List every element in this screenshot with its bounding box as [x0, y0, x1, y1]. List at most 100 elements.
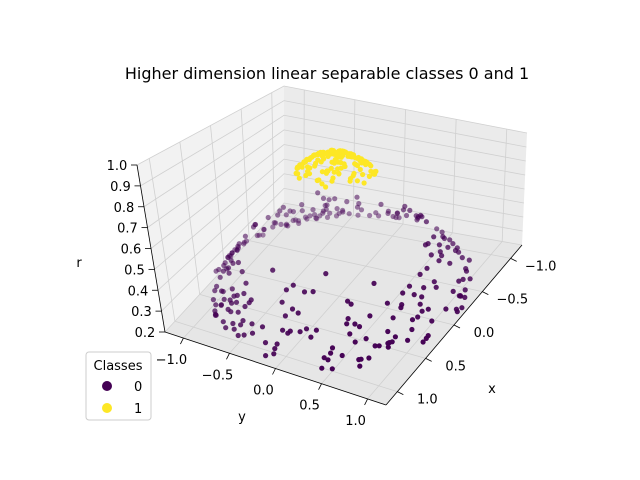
scatter-point-class-0 [328, 350, 334, 356]
scatter-point-class-0 [394, 210, 400, 216]
scatter-point-class-0 [431, 279, 437, 285]
scatter-point-class-0 [313, 327, 319, 333]
scatter-point-class-0 [231, 326, 237, 332]
scatter-point-class-0 [371, 280, 377, 286]
scatter-point-class-0 [352, 321, 358, 327]
z-tick-label: 0.6 [121, 243, 142, 258]
scatter-point-class-0 [307, 213, 313, 219]
scatter-point-class-1 [329, 149, 335, 155]
x-axis-label: x [488, 382, 496, 397]
scatter-point-class-0 [352, 339, 358, 345]
scatter-point-class-0 [459, 255, 465, 261]
scatter-point-class-0 [228, 253, 234, 259]
scatter-point-class-0 [423, 219, 429, 225]
scatter-point-class-0 [285, 223, 291, 229]
scatter-point-class-0 [287, 328, 293, 334]
scatter-point-class-0 [241, 290, 247, 297]
scatter-point-class-0 [332, 196, 338, 202]
scatter-point-class-0 [463, 268, 470, 274]
scatter-point-class-0 [456, 278, 462, 284]
scatter-point-class-0 [279, 299, 285, 305]
z-tick-label: 0.4 [128, 284, 149, 299]
scatter-point-class-0 [424, 265, 430, 271]
scatter-point-class-0 [454, 309, 460, 315]
y-tick-label: 0.0 [253, 384, 274, 399]
pane-back-wall [284, 86, 527, 245]
legend-label-class-0: 0 [134, 380, 142, 395]
scatter-point-class-0 [378, 201, 384, 207]
scatter-point-class-0 [297, 329, 303, 335]
scatter-point-class-0 [367, 212, 373, 219]
scatter-point-class-0 [293, 217, 299, 223]
scatter-point-class-0 [242, 303, 248, 310]
scatter-point-class-1 [338, 154, 344, 160]
scatter-point-class-0 [228, 309, 234, 315]
scatter-point-class-0 [235, 243, 241, 249]
grid-line-z [157, 173, 524, 291]
scatter-point-class-0 [439, 253, 445, 259]
scatter-point-class-1 [345, 153, 351, 159]
scatter-point-class-0 [299, 202, 305, 208]
scatter-point-class-1 [314, 151, 320, 157]
scatter-point-class-0 [324, 202, 330, 208]
scatter-point-class-0 [283, 222, 289, 228]
scatter-point-class-0 [256, 232, 262, 238]
scatter-point-class-1 [323, 170, 329, 176]
scatter-point-class-1 [331, 160, 337, 166]
scatter-point-class-0 [339, 352, 345, 359]
scatter-point-class-0 [372, 343, 378, 349]
scatter-point-class-0 [417, 271, 423, 277]
axes-grid [136, 85, 528, 400]
scatter-point-class-0 [271, 220, 277, 226]
scatter-point-class-0 [263, 353, 269, 359]
chart-title: Higher dimension linear separable classe… [125, 64, 529, 83]
scatter-point-class-0 [347, 331, 353, 337]
scatter-point-class-0 [310, 289, 316, 295]
scatter-point-class-0 [241, 239, 247, 245]
scatter-point-class-0 [241, 332, 247, 338]
scatter-point-class-0 [234, 247, 240, 253]
x-tick-label: −0.5 [497, 293, 529, 308]
scatter-point-class-0 [238, 322, 244, 328]
y-tick-mark [226, 353, 230, 360]
scatter-point-class-0 [344, 199, 350, 205]
scatter-point-class-0 [409, 326, 415, 333]
scatter-point-class-0 [329, 366, 335, 372]
scatter-point-class-0 [392, 334, 398, 340]
scatter-point-class-0 [283, 212, 289, 218]
scatter-point-class-0 [415, 314, 421, 320]
grid-line-z [140, 100, 527, 187]
scatter-point-class-0 [398, 305, 404, 311]
scatter-point-class-0 [301, 289, 308, 295]
scatter-point-class-0 [357, 363, 363, 369]
y-tick-mark [180, 337, 184, 345]
scatter-point-class-0 [385, 340, 391, 346]
scatter-point-class-0 [304, 216, 310, 222]
legend-box [85, 351, 152, 421]
scatter-point-class-0 [447, 237, 453, 243]
scatter-point-class-0 [223, 325, 229, 331]
x-tick-mark [510, 257, 517, 262]
scatter-point-class-0 [324, 214, 331, 220]
scatter-point-class-0 [441, 235, 447, 241]
scatter-point-class-0 [259, 324, 266, 330]
scatter-point-class-0 [235, 259, 241, 266]
legend: Classes 0 1 [85, 351, 152, 421]
scatter-point-class-0 [422, 242, 429, 248]
y-tick-mark [318, 383, 322, 390]
scatter-point-class-0 [234, 292, 240, 298]
scatter-point-class-0 [325, 357, 331, 363]
scatter-point-class-0 [317, 213, 323, 219]
scatter-point-class-0 [249, 330, 256, 336]
scatter-point-class-0 [280, 204, 286, 210]
scatter-point-class-1 [368, 163, 374, 169]
scatter-point-class-0 [390, 315, 396, 321]
scatter-point-class-0 [277, 208, 283, 214]
x-tick-mark [453, 324, 461, 329]
scatter-point-class-0 [235, 309, 241, 315]
z-tick-label: 0.8 [114, 201, 135, 216]
scatter-point-class-0 [290, 217, 296, 224]
legend-marker-class-1 [102, 403, 112, 413]
x-tick-label: −1.0 [525, 259, 557, 274]
scatter-point-class-1 [319, 181, 325, 187]
